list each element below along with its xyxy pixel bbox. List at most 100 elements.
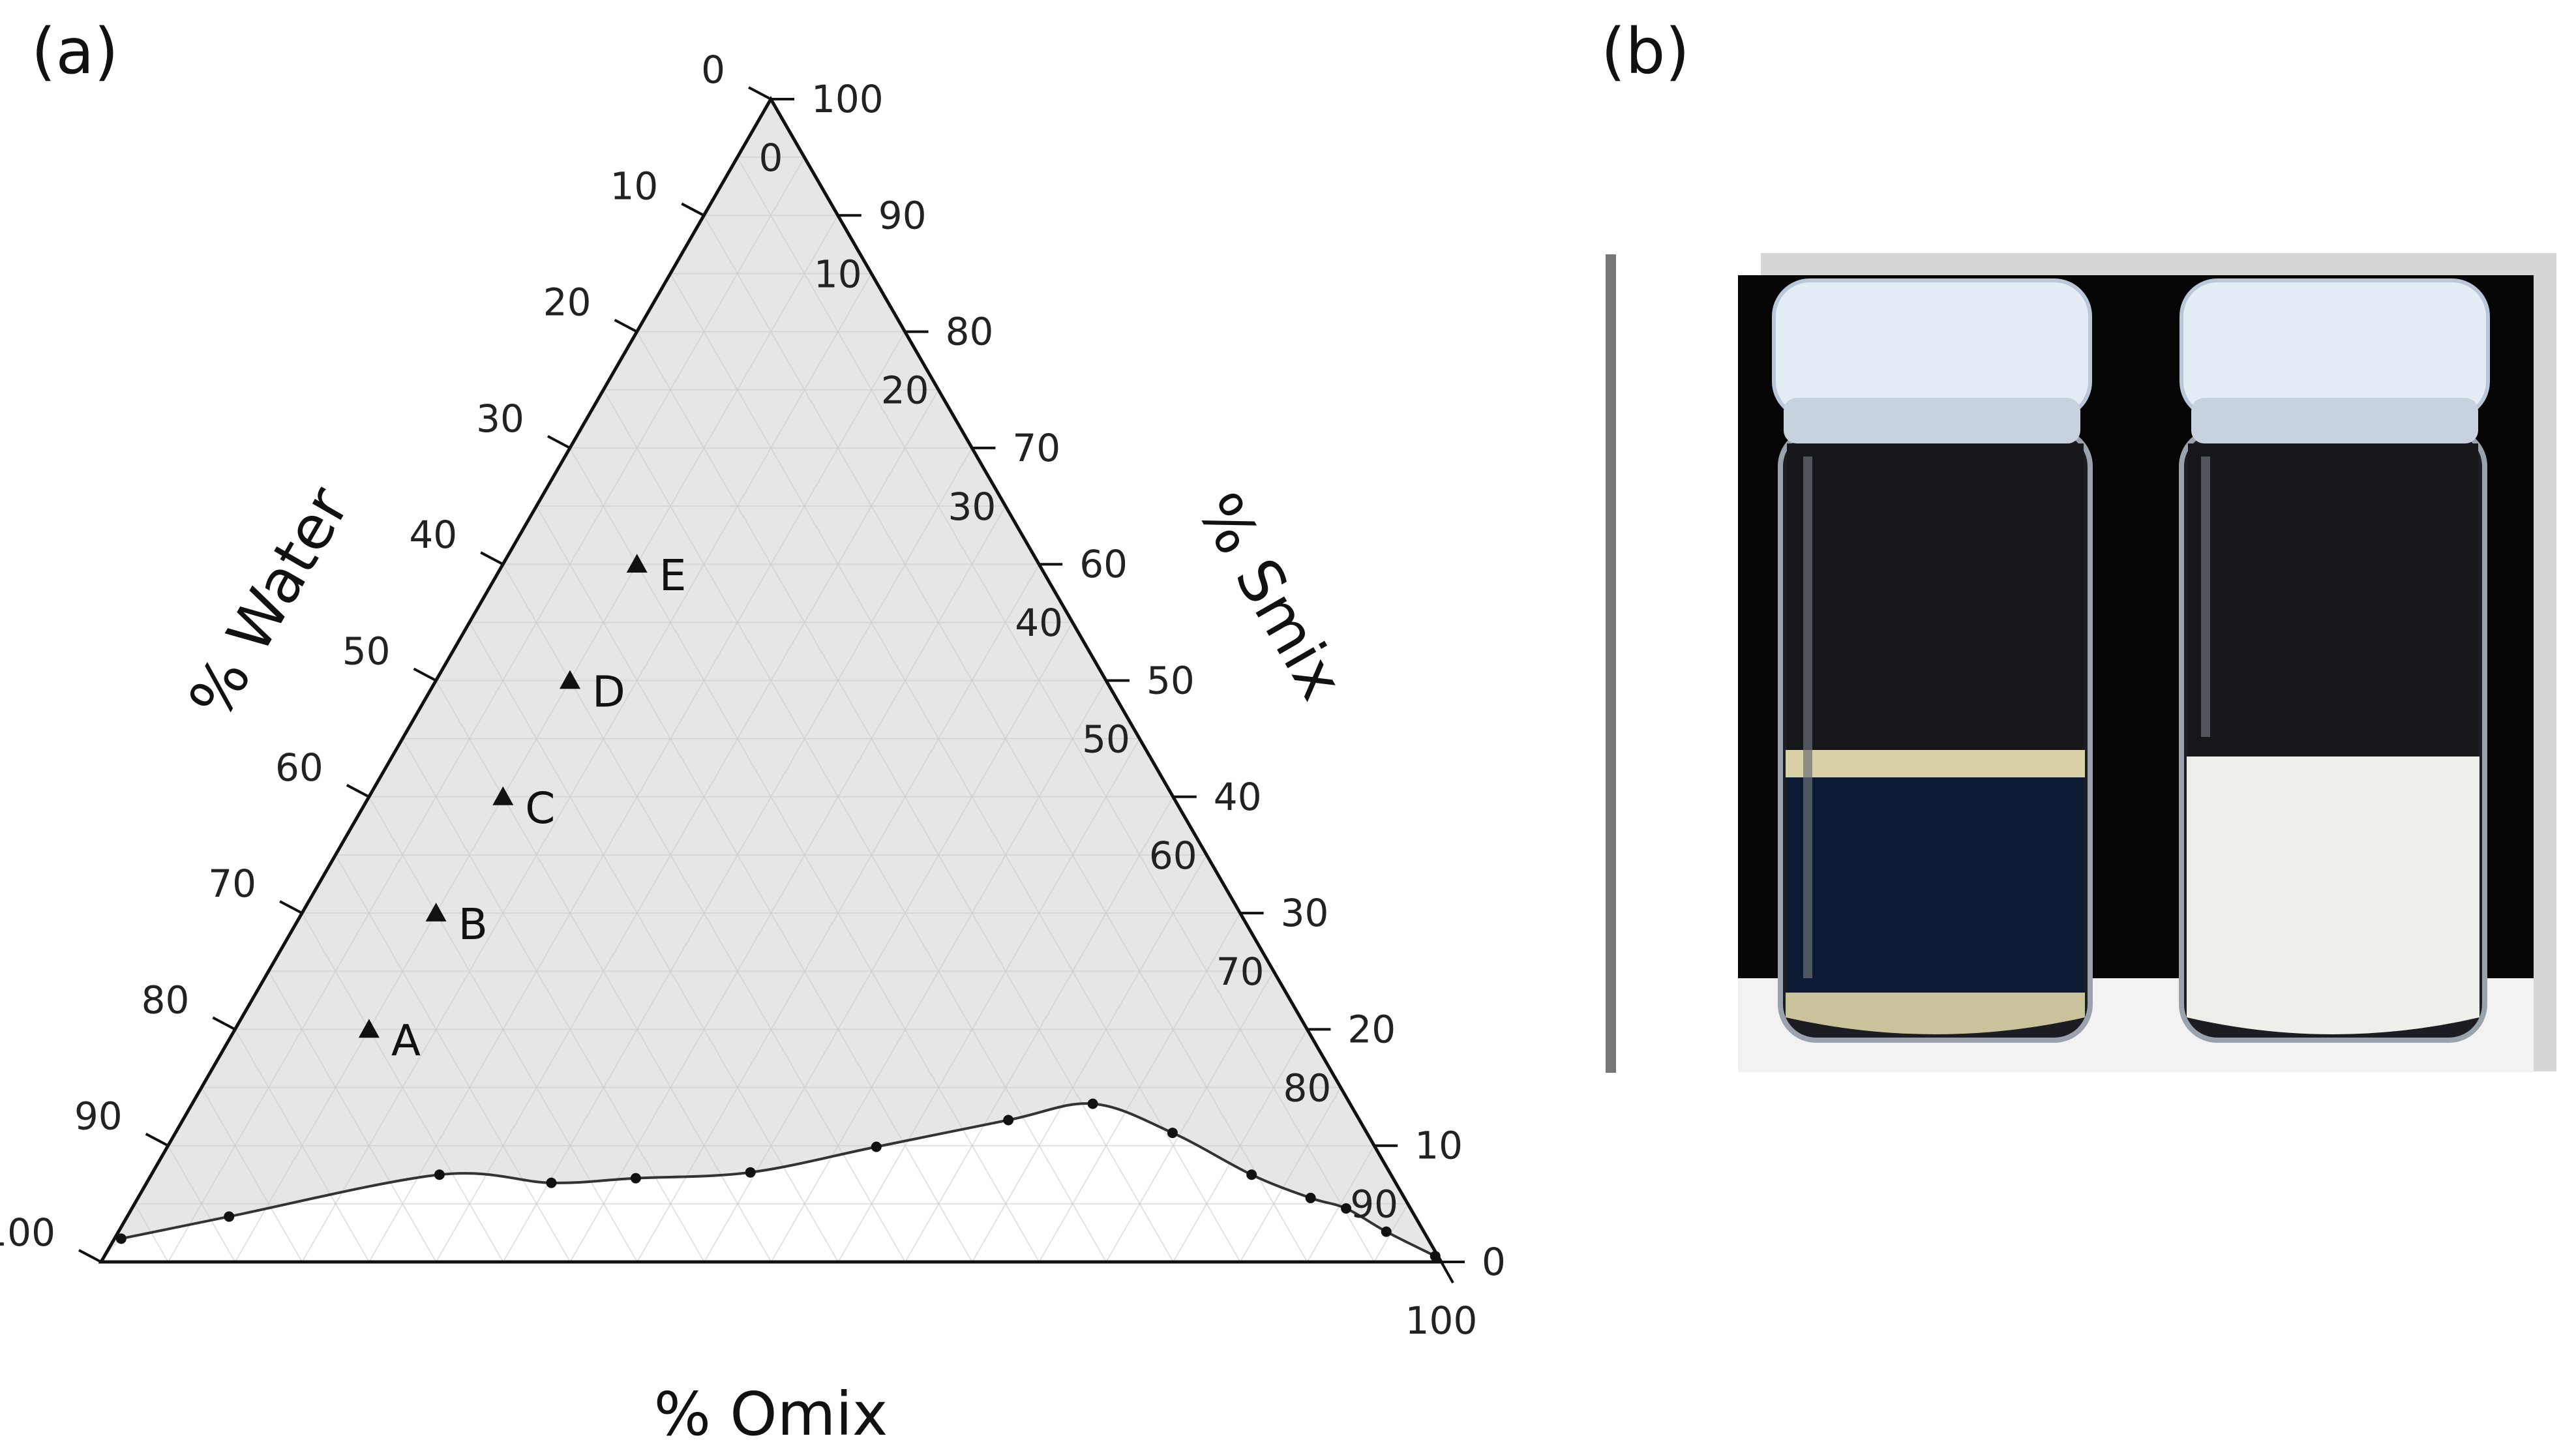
smix-tick-label: 10 — [1415, 1124, 1463, 1168]
clear-vial-cap-rim — [1784, 398, 2080, 443]
grid-line — [167, 157, 805, 1263]
omix-tick-label: 50 — [1082, 717, 1130, 762]
formulation-point-marker — [626, 554, 648, 573]
formulation-points: A B C D E — [358, 550, 686, 1066]
grid-line — [971, 854, 1208, 1263]
boundary-point — [1003, 1115, 1014, 1126]
formulation-point-marker — [492, 786, 514, 805]
water-tick-label: 60 — [275, 745, 323, 790]
grid-line — [301, 273, 873, 1263]
grid-line — [1306, 1145, 1375, 1263]
grid-line — [905, 796, 1174, 1263]
water-tick — [547, 435, 571, 449]
grid-line — [167, 1145, 236, 1263]
omix-tick-label: 60 — [1149, 833, 1197, 878]
milky-vial-emulsion — [2187, 756, 2479, 1034]
formulation-point-label: D — [592, 667, 625, 717]
boundary-points — [115, 1098, 1441, 1262]
grid-line — [435, 389, 939, 1263]
omix-tick-label: 40 — [1015, 601, 1063, 645]
omix-tick-label: 20 — [881, 368, 929, 413]
grid-line — [1173, 1028, 1308, 1263]
water-tick-label: 30 — [476, 397, 524, 441]
grid-line — [335, 854, 571, 1263]
formulation-point-label: A — [391, 1015, 421, 1066]
water-tick-label: 40 — [409, 513, 457, 557]
smix-tick-label: 80 — [946, 310, 994, 354]
smix-tick-label: 30 — [1281, 891, 1329, 935]
grid-line — [569, 505, 1006, 1263]
panel-label-b: (b) — [1601, 15, 1690, 88]
omix-tick — [903, 331, 918, 353]
water-tick — [346, 784, 370, 798]
smix-tick-label: 20 — [1347, 1007, 1396, 1051]
water-tick — [480, 551, 504, 565]
omix-tick — [970, 447, 985, 470]
grid-line — [468, 622, 839, 1263]
clear-vial-upper-layer — [1787, 443, 2084, 750]
clear-vial-bottom — [1786, 993, 2085, 1034]
grid-line — [402, 738, 705, 1263]
clear-vial-cap — [1772, 278, 2092, 419]
water-tick — [748, 86, 771, 100]
boundary-point — [1381, 1226, 1392, 1237]
omix-axis-title: % Omix — [654, 1379, 888, 1449]
omix-tick-label: 100 — [1405, 1298, 1478, 1343]
grid-line — [234, 1028, 370, 1263]
omix-tick — [1306, 1028, 1321, 1051]
water-axis-title: % Water — [175, 475, 363, 730]
omix-tick-label: 90 — [1350, 1182, 1398, 1227]
grid-line — [301, 912, 504, 1263]
boundary-point — [871, 1141, 882, 1152]
formulation-point-label: B — [458, 899, 488, 950]
omix-tick — [1038, 563, 1052, 586]
omix-tick — [1440, 1261, 1454, 1283]
boundary-point — [1246, 1169, 1257, 1180]
grid-line — [1105, 970, 1274, 1263]
omix-tick — [1373, 1145, 1387, 1167]
smix-tick-label: 90 — [878, 193, 927, 237]
water-tick-label: 10 — [610, 164, 658, 208]
grid-line — [1038, 912, 1241, 1263]
water-tick — [413, 667, 437, 682]
omix-tick-label: 30 — [948, 485, 996, 529]
omix-tick-label: 70 — [1216, 950, 1265, 994]
omix-tick — [1238, 912, 1253, 935]
water-tick — [78, 1249, 102, 1263]
grid-line — [837, 738, 1141, 1263]
milky-vial-upper-layer — [2188, 443, 2478, 756]
water-tick-label: 100 — [0, 1210, 55, 1255]
microemulsion-region — [101, 1103, 1441, 1262]
ternary-phase-diagram: 0010010109020208030307040406050505060604… — [0, 48, 1506, 1449]
smix-tick-label: 40 — [1214, 775, 1262, 819]
water-tick — [212, 1016, 236, 1031]
grid-line — [535, 505, 973, 1263]
clear-vial-highlight — [1803, 457, 1812, 978]
photo-divider — [1606, 254, 1616, 1073]
smix-tick-label: 100 — [811, 77, 884, 121]
water-tick — [614, 318, 638, 333]
vials-photograph — [1606, 253, 2556, 1073]
milky-vial-highlight — [2201, 457, 2210, 737]
axis-ticks: 0010010109020208030307040406050505060604… — [0, 48, 1506, 1343]
panel-label-a: (a) — [31, 15, 119, 88]
clear-vial — [1772, 278, 2093, 1043]
grid-line — [435, 680, 772, 1263]
water-tick — [145, 1132, 169, 1147]
grid-line — [368, 796, 638, 1263]
water-tick-label: 90 — [74, 1094, 123, 1139]
smix-tick-label: 60 — [1079, 542, 1128, 586]
water-tick-label: 80 — [142, 978, 190, 1022]
grid-line — [1239, 1087, 1341, 1263]
omix-tick-label: 10 — [814, 252, 862, 296]
boundary-point — [434, 1169, 445, 1180]
water-tick-label: 50 — [342, 629, 391, 674]
boundary-point — [1341, 1203, 1352, 1214]
water-tick — [279, 900, 303, 914]
smix-tick-label: 50 — [1146, 659, 1195, 703]
boundary-point — [224, 1211, 235, 1222]
smix-axis-title: % Smix — [1184, 481, 1356, 711]
boundary-point — [1305, 1192, 1316, 1203]
clear-vial-lower-layer — [1787, 777, 2084, 993]
